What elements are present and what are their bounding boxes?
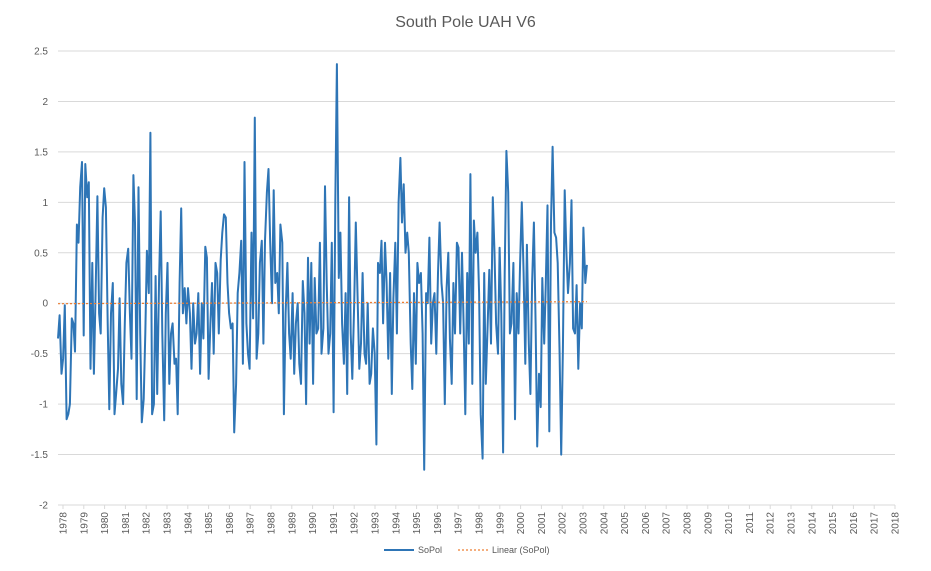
y-tick-label: 2: [42, 97, 48, 108]
x-tick-label: 2003: [579, 512, 590, 535]
x-tick-label: 2016: [849, 512, 860, 535]
y-tick-label: -2: [39, 501, 48, 512]
x-tick-label: 2013: [787, 512, 798, 535]
x-tick-label: 1989: [287, 512, 298, 535]
x-tick-label: 2002: [558, 512, 569, 535]
x-tick-label: 2010: [724, 512, 735, 535]
x-tick-label: 1986: [225, 512, 236, 535]
y-tick-label: 0: [42, 299, 48, 310]
series-line-sopol: [57, 63, 588, 471]
x-tick-label: 1983: [163, 512, 174, 535]
x-tick-label: 2017: [870, 512, 881, 535]
y-tick-label: -1.5: [31, 450, 49, 461]
x-tick-label: 2014: [807, 512, 818, 535]
x-tick-label: 1984: [183, 512, 194, 535]
x-tick-label: 2001: [537, 512, 548, 535]
x-tick-label: 2000: [516, 512, 527, 535]
x-tick-label: 1999: [495, 512, 506, 535]
y-tick-label: 0.5: [34, 248, 48, 259]
x-tick-label: 1981: [121, 512, 132, 535]
x-tick-label: 1980: [100, 512, 111, 535]
x-tick-label: 2011: [745, 512, 756, 534]
x-tick-label: 1993: [371, 512, 382, 535]
x-tick-label: 1998: [475, 512, 486, 535]
trend-line: [57, 301, 587, 305]
series-layer: [57, 63, 588, 471]
x-tick-label: 1979: [79, 512, 90, 535]
chart-title: South Pole UAH V6: [395, 14, 536, 31]
legend-label-linear: Linear (SoPol): [492, 545, 550, 555]
y-tick-label: -1: [39, 400, 48, 411]
x-tick-label: 1997: [454, 512, 465, 535]
x-tick-label: 1985: [204, 512, 215, 535]
legend: SoPol Linear (SoPol): [384, 545, 550, 555]
x-tick-label: 2008: [683, 512, 694, 535]
x-tick-label: 2009: [703, 512, 714, 535]
x-tick-label: 1978: [59, 512, 70, 535]
y-axis-ticks: -2 -1.5 -1 -0.5 0 0.5 1 1.5 2 2.5: [31, 47, 49, 512]
x-tick-label: 2006: [641, 512, 652, 535]
x-tick-label: 1992: [350, 512, 361, 535]
gridlines: [58, 50, 895, 506]
x-tick-label: 2012: [766, 512, 777, 535]
x-tick-label: 1996: [433, 512, 444, 535]
x-tick-label: 2015: [828, 512, 839, 535]
x-tick-label: 2018: [891, 512, 902, 535]
y-tick-label: -0.5: [31, 349, 49, 360]
x-tick-label: 1982: [142, 512, 153, 535]
legend-label-sopol: SoPol: [418, 545, 442, 555]
x-axis-ticks: 1978 1979 1980 1981 1982 1983 1984 1985 1986 1987…: [59, 505, 902, 534]
x-tick-label: 1995: [412, 512, 423, 535]
y-tick-label: 2.5: [34, 47, 48, 58]
x-tick-label: 1994: [391, 512, 402, 535]
y-tick-label: 1.5: [34, 147, 48, 158]
x-tick-label: 1988: [267, 512, 278, 535]
x-tick-label: 1987: [246, 512, 257, 535]
x-tick-label: 1991: [329, 512, 340, 535]
x-tick-label: 1990: [308, 512, 319, 535]
y-tick-label: 1: [42, 198, 48, 209]
x-tick-label: 2005: [620, 512, 631, 535]
x-tick-label: 2007: [662, 512, 673, 535]
x-tick-label: 2004: [599, 512, 610, 535]
